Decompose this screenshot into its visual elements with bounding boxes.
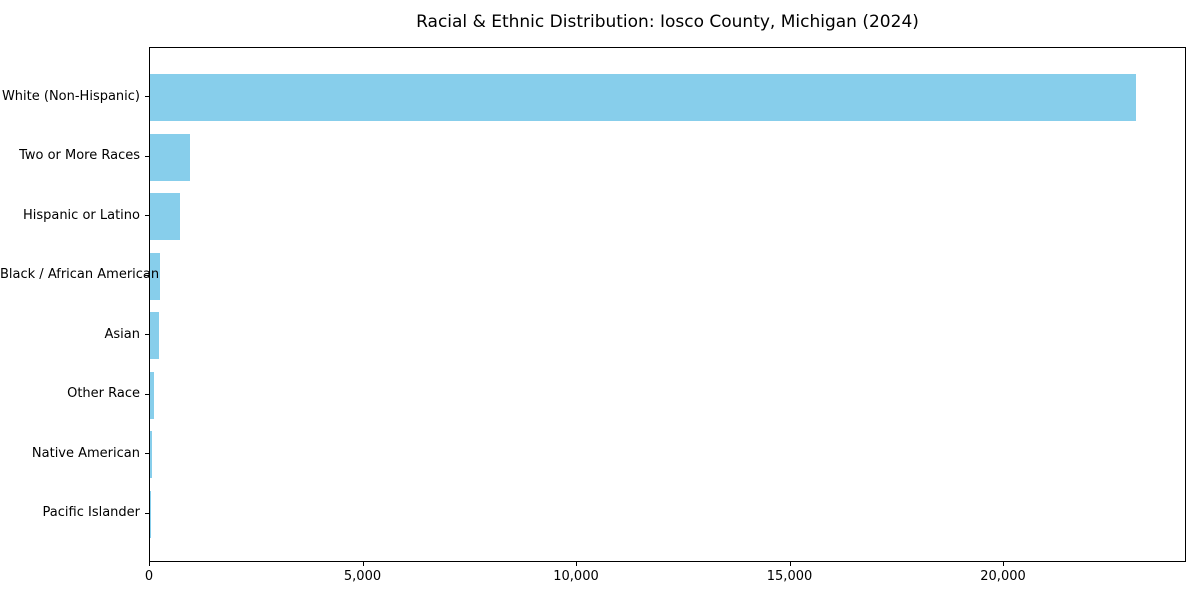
y-tick-label: White (Non-Hispanic)	[1, 88, 140, 104]
y-tick-mark	[145, 96, 149, 97]
x-tick-mark	[1003, 562, 1005, 566]
y-tick-label: Pacific Islander	[42, 505, 140, 520]
bar	[150, 371, 155, 419]
y-tick-label: Asian	[104, 326, 140, 342]
x-tick-mark	[789, 562, 791, 566]
y-tick-label: Two or More Races	[19, 148, 140, 163]
y-tick-mark	[145, 393, 149, 395]
x-tick-mark	[362, 562, 364, 566]
x-tick-label: 5,000	[343, 569, 382, 584]
x-tick-label: 20,000	[980, 569, 1026, 584]
y-tick-label: Native American	[31, 445, 140, 461]
y-tick-label: Other Race	[67, 386, 140, 401]
bar	[150, 133, 191, 181]
plot-area	[149, 47, 1186, 562]
y-tick-mark	[145, 512, 149, 514]
x-tick-mark	[576, 562, 577, 566]
bar	[150, 193, 181, 240]
y-tick-label: Hispanic or Latino	[22, 207, 140, 223]
y-tick-mark	[145, 334, 149, 335]
bar	[150, 74, 1137, 121]
chart-title: Racial & Ethnic Distribution: Iosco Coun…	[416, 12, 919, 32]
x-tick-label: 15,000	[766, 569, 813, 584]
y-tick-mark	[145, 274, 149, 276]
y-tick-label: Black / African American	[0, 267, 160, 282]
bar	[150, 431, 152, 478]
bar	[150, 312, 160, 359]
y-tick-mark	[145, 215, 149, 216]
x-tick-label: 0	[144, 569, 154, 584]
y-tick-mark	[145, 453, 149, 454]
x-tick-mark	[149, 562, 150, 566]
y-tick-mark	[145, 155, 149, 157]
x-tick-label: 10,000	[553, 569, 599, 584]
bar	[150, 252, 161, 300]
